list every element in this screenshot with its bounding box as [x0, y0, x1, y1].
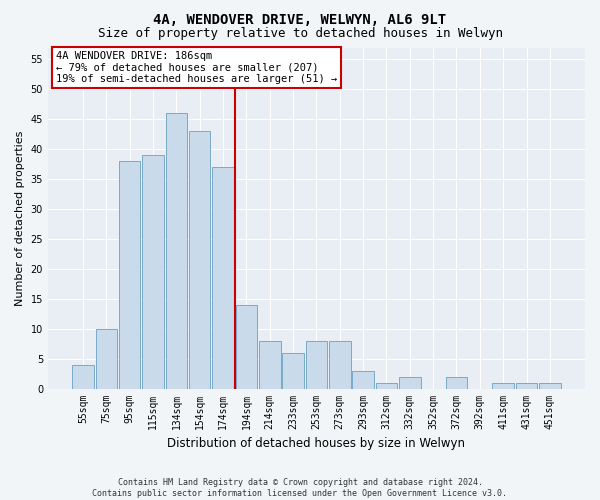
- X-axis label: Distribution of detached houses by size in Welwyn: Distribution of detached houses by size …: [167, 437, 466, 450]
- Bar: [376, 382, 397, 388]
- Bar: [493, 382, 514, 388]
- Bar: [166, 114, 187, 388]
- Bar: [73, 364, 94, 388]
- Bar: [95, 328, 117, 388]
- Bar: [212, 167, 234, 388]
- Text: 4A WENDOVER DRIVE: 186sqm
← 79% of detached houses are smaller (207)
19% of semi: 4A WENDOVER DRIVE: 186sqm ← 79% of detac…: [56, 51, 337, 84]
- Bar: [259, 340, 281, 388]
- Bar: [329, 340, 350, 388]
- Y-axis label: Number of detached properties: Number of detached properties: [15, 130, 25, 306]
- Bar: [446, 376, 467, 388]
- Bar: [352, 370, 374, 388]
- Bar: [399, 376, 421, 388]
- Bar: [539, 382, 560, 388]
- Bar: [189, 132, 211, 388]
- Text: 4A, WENDOVER DRIVE, WELWYN, AL6 9LT: 4A, WENDOVER DRIVE, WELWYN, AL6 9LT: [154, 12, 446, 26]
- Text: Contains HM Land Registry data © Crown copyright and database right 2024.
Contai: Contains HM Land Registry data © Crown c…: [92, 478, 508, 498]
- Bar: [306, 340, 327, 388]
- Bar: [236, 305, 257, 388]
- Bar: [516, 382, 537, 388]
- Bar: [119, 161, 140, 388]
- Text: Size of property relative to detached houses in Welwyn: Size of property relative to detached ho…: [97, 28, 503, 40]
- Bar: [283, 352, 304, 388]
- Bar: [142, 155, 164, 388]
